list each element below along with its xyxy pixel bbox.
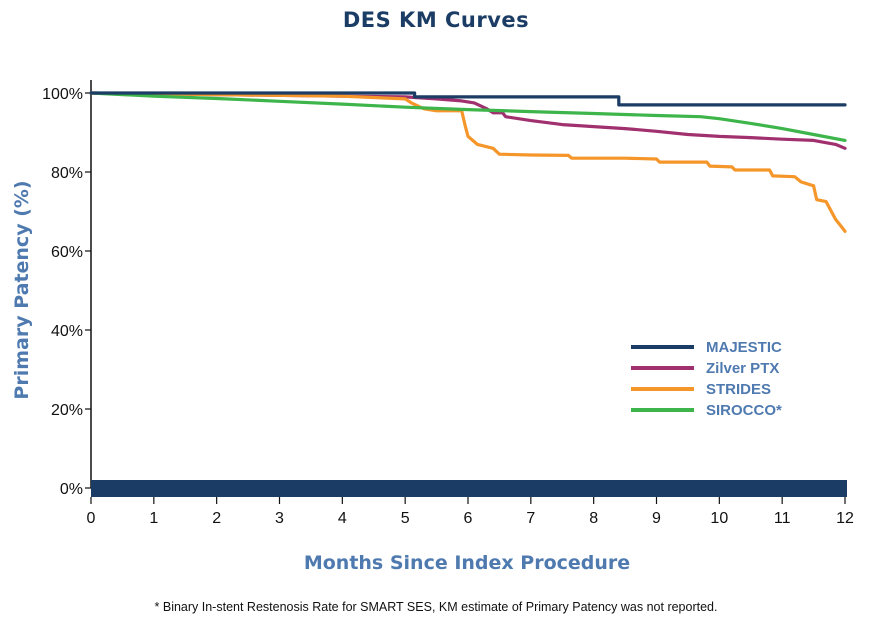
x-tick-label: 8 (589, 510, 598, 527)
x-axis-label: Months Since Index Procedure (304, 552, 630, 574)
x-tick-label: 11 (774, 510, 791, 527)
y-tick-label: 80% (51, 165, 83, 182)
x-tick-label: 10 (710, 510, 728, 527)
y-tick-label: 0% (60, 481, 83, 498)
series-line-majestic (89, 91, 847, 107)
x-axis-band (91, 480, 847, 497)
legend-label-sirocco: SIROCCO* (706, 402, 782, 419)
series-lines (89, 91, 847, 233)
y-tick-label: 40% (51, 323, 83, 340)
x-tick-label: 12 (836, 510, 854, 527)
y-tick-label: 100% (42, 86, 83, 103)
legend: MAJESTIC Zilver PTX STRIDES SIROCCO* (631, 339, 782, 419)
y-tick-label: 20% (51, 402, 83, 419)
footnote: * Binary In-stent Restenosis Rate for SM… (154, 600, 718, 614)
x-tick-label: 5 (401, 510, 410, 527)
x-tick-label: 4 (338, 510, 347, 527)
x-tick-label: 9 (652, 510, 661, 527)
y-axis-label: Primary Patency (%) (11, 180, 33, 399)
y-tick-label: 60% (51, 244, 83, 261)
x-tick-label: 7 (526, 510, 535, 527)
x-tick-label: 1 (149, 510, 158, 527)
series-line-sirocco (89, 91, 847, 142)
x-tick-label: 0 (87, 510, 96, 527)
chart-title: DES KM Curves (342, 8, 530, 32)
legend-label-zilver-ptx: Zilver PTX (706, 360, 779, 377)
legend-label-majestic: MAJESTIC (706, 339, 782, 356)
x-tick-label: 6 (464, 510, 473, 527)
series-line-strides (89, 91, 847, 233)
x-tick-label: 2 (212, 510, 221, 527)
legend-label-strides: STRIDES (706, 381, 771, 398)
x-tick-label: 3 (275, 510, 284, 527)
series-line-zilver-ptx (89, 91, 847, 150)
axes: 0%20%40%60%80%100%0 1 2 3 4 5 6 7 8 9 10 11 12 (42, 80, 854, 527)
